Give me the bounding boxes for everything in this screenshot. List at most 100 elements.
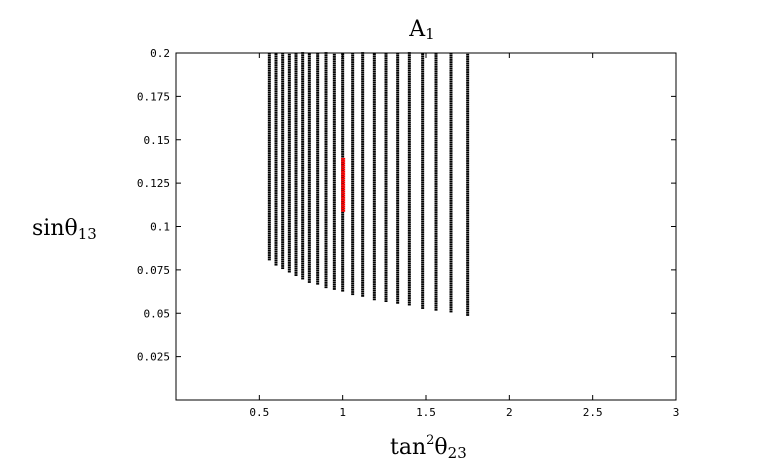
data-point — [434, 230, 438, 233]
data-point — [361, 286, 365, 289]
data-point — [434, 265, 438, 268]
data-point — [384, 300, 388, 303]
data-point — [267, 243, 271, 246]
data-point — [351, 228, 355, 231]
data-point — [466, 264, 470, 267]
data-point — [287, 103, 291, 106]
data-point — [396, 204, 400, 207]
data-point — [384, 285, 388, 287]
data-point — [421, 144, 425, 147]
data-point — [361, 164, 365, 167]
data-point — [274, 79, 278, 82]
data-point — [301, 128, 305, 130]
data-point — [332, 73, 336, 76]
data-point — [316, 183, 320, 185]
data-point — [384, 278, 388, 281]
data-point — [287, 162, 291, 165]
data-point — [396, 210, 400, 213]
data-point — [274, 127, 278, 129]
data-point — [294, 52, 298, 55]
data-point — [274, 122, 278, 125]
data-point — [287, 244, 291, 247]
data-point — [324, 141, 328, 143]
data-point — [307, 122, 311, 125]
data-point — [341, 107, 345, 110]
data-point — [407, 167, 411, 169]
data-point — [421, 183, 425, 186]
data-point — [324, 249, 328, 252]
data-point — [396, 191, 400, 194]
data-point — [324, 227, 328, 230]
data-point — [466, 183, 470, 186]
data-point — [301, 273, 305, 276]
data-point — [434, 267, 438, 270]
data-point — [307, 233, 311, 236]
data-point — [421, 66, 425, 69]
data-point — [324, 268, 328, 271]
data-point — [267, 230, 271, 233]
data-point — [287, 175, 291, 178]
y-tick-label: 0.1 — [150, 221, 170, 234]
data-point — [324, 145, 328, 148]
data-point — [351, 236, 355, 239]
data-point — [332, 160, 336, 162]
data-point — [324, 125, 328, 128]
data-point — [372, 213, 376, 216]
data-point — [294, 222, 298, 224]
data-point — [351, 56, 355, 59]
data-point — [434, 109, 438, 112]
data-point — [361, 143, 365, 145]
data-point — [466, 164, 470, 167]
data-point — [324, 236, 328, 239]
data-point — [351, 95, 355, 98]
data-point — [351, 254, 355, 257]
data-point — [434, 219, 438, 222]
data-point — [267, 102, 271, 105]
data-point — [341, 270, 345, 273]
data-point — [307, 166, 311, 168]
data-point — [316, 94, 320, 96]
data-point — [449, 215, 453, 217]
data-point — [301, 188, 305, 191]
data-point — [466, 209, 470, 212]
data-point — [274, 157, 278, 160]
data-point — [324, 82, 328, 85]
data-point — [307, 129, 311, 132]
data-point — [324, 219, 328, 221]
data-point — [332, 155, 336, 158]
data-point — [384, 211, 388, 214]
data-point — [434, 274, 438, 276]
data-point — [316, 144, 320, 146]
data-point — [466, 290, 470, 293]
data-point — [341, 98, 345, 101]
data-point — [287, 121, 291, 123]
data-point — [466, 298, 470, 301]
data-point — [449, 217, 453, 220]
data-point — [372, 179, 376, 181]
data-point — [307, 55, 311, 58]
data-point — [287, 77, 291, 80]
data-point — [384, 193, 388, 196]
data-point — [341, 127, 345, 129]
data-point — [267, 204, 271, 207]
data-point — [281, 245, 285, 248]
data-point — [274, 216, 278, 218]
data-point — [316, 243, 320, 246]
data-point — [449, 95, 453, 98]
data-point — [332, 127, 336, 130]
data-point — [332, 84, 336, 86]
data-point — [384, 55, 388, 57]
data-point — [341, 199, 346, 201]
data-point — [361, 260, 365, 263]
data-point — [332, 131, 336, 134]
data-point — [324, 88, 328, 91]
data-point — [307, 274, 311, 277]
data-point — [384, 135, 388, 138]
data-point — [324, 258, 328, 260]
data-point — [384, 287, 388, 289]
data-point — [351, 128, 355, 131]
data-point — [434, 243, 438, 246]
data-point — [351, 113, 355, 116]
data-point — [407, 171, 411, 174]
data-point — [307, 250, 311, 253]
